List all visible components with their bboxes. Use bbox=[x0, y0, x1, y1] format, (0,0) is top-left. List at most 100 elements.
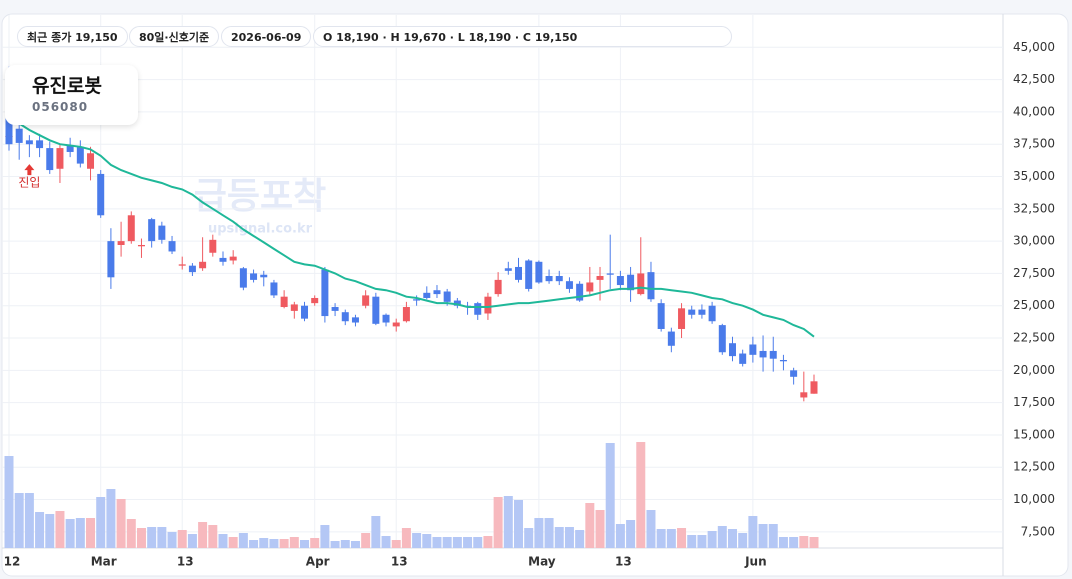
candle-body bbox=[56, 148, 64, 169]
candle-body bbox=[769, 350, 777, 359]
y-tick-label: 20,000 bbox=[1013, 363, 1055, 377]
candle-body bbox=[739, 353, 747, 364]
candle-body bbox=[433, 290, 441, 295]
y-tick-label: 42,500 bbox=[1013, 72, 1055, 86]
candle-body bbox=[270, 282, 278, 296]
candle-body bbox=[66, 145, 74, 152]
candle-body bbox=[290, 304, 298, 311]
volume-bar bbox=[758, 524, 768, 548]
candle-body bbox=[647, 272, 655, 300]
candle-body bbox=[260, 274, 268, 278]
y-tick-label: 40,000 bbox=[1013, 104, 1055, 118]
candle-body bbox=[525, 260, 533, 289]
volume-bar bbox=[249, 540, 259, 548]
volume-bar bbox=[177, 530, 187, 548]
candle-body bbox=[199, 261, 207, 269]
candle-body bbox=[667, 331, 675, 346]
volume-bar bbox=[809, 537, 819, 548]
candle-body bbox=[382, 314, 390, 323]
candle-body bbox=[87, 153, 95, 169]
volume-bar bbox=[350, 541, 360, 548]
candle-body bbox=[504, 268, 512, 271]
volume-bar bbox=[615, 524, 625, 548]
candle-body bbox=[321, 269, 329, 317]
candle-body bbox=[596, 276, 604, 280]
volume-bar bbox=[269, 539, 279, 548]
entry-arrow bbox=[24, 164, 35, 176]
volume-bar bbox=[412, 533, 422, 548]
candle-body bbox=[423, 292, 431, 298]
candle-body bbox=[790, 370, 798, 377]
volume-bar bbox=[626, 520, 636, 548]
candle-body bbox=[515, 266, 522, 280]
candle-body bbox=[219, 257, 227, 262]
x-tick-label: 12 bbox=[4, 555, 21, 569]
candle-body bbox=[800, 392, 808, 398]
candle-body bbox=[565, 281, 573, 289]
y-tick-label: 45,000 bbox=[1013, 40, 1055, 54]
volume-bar bbox=[391, 540, 401, 548]
x-tick-label: May bbox=[528, 555, 556, 569]
y-tick-label: 37,500 bbox=[1013, 137, 1055, 151]
volume-bar bbox=[422, 534, 432, 548]
candle-body bbox=[148, 219, 156, 242]
volume-bar bbox=[463, 537, 473, 548]
candle-body bbox=[280, 296, 288, 308]
candle-body bbox=[698, 309, 706, 315]
watermark-url: upsignal.co.kr bbox=[208, 222, 313, 237]
volume-bar bbox=[371, 516, 381, 548]
volume-bar bbox=[228, 537, 238, 548]
candle-body bbox=[402, 307, 410, 322]
volume-bar bbox=[544, 518, 554, 548]
volume-bar bbox=[116, 499, 126, 548]
candle-body bbox=[311, 297, 319, 304]
candle-body bbox=[25, 140, 33, 145]
y-tick-label: 27,500 bbox=[1013, 266, 1055, 280]
volume-bar bbox=[727, 529, 737, 548]
candle-body bbox=[127, 215, 135, 242]
x-tick-label: 13 bbox=[391, 555, 408, 569]
volume-bar bbox=[677, 528, 687, 548]
candle-body bbox=[117, 241, 125, 245]
x-tick-label: Mar bbox=[91, 555, 117, 569]
volume-bar bbox=[65, 519, 75, 548]
candle-body bbox=[576, 283, 584, 301]
pill: 최근 종가 19,150 bbox=[17, 26, 128, 47]
volume-bar bbox=[4, 456, 14, 548]
candle-body bbox=[209, 239, 217, 253]
volume-bar bbox=[575, 530, 585, 548]
volume-bar bbox=[147, 527, 157, 548]
volume-bar bbox=[697, 535, 707, 548]
volume-bar bbox=[75, 518, 85, 548]
volume-bar bbox=[300, 540, 310, 548]
candle-body bbox=[708, 305, 716, 322]
candle-body bbox=[688, 309, 696, 315]
volume-bar bbox=[636, 442, 646, 548]
candle-body bbox=[555, 276, 563, 282]
volume-bar bbox=[473, 537, 483, 548]
volume-bar bbox=[86, 518, 96, 548]
candle-body bbox=[362, 295, 370, 306]
candle-body bbox=[372, 296, 380, 324]
volume-bar bbox=[799, 536, 809, 548]
candle-body bbox=[728, 343, 736, 357]
candle-body bbox=[453, 300, 461, 306]
candle-body bbox=[810, 381, 818, 394]
stock-code: 056080 bbox=[32, 100, 89, 114]
candle-body bbox=[657, 303, 665, 329]
volume-bar bbox=[666, 529, 676, 548]
volume-bar bbox=[748, 516, 758, 548]
volume-bar bbox=[320, 525, 330, 548]
y-tick-label: 12,500 bbox=[1013, 460, 1055, 474]
volume-bar bbox=[45, 514, 55, 548]
candle-body bbox=[749, 344, 757, 355]
volume-bar bbox=[330, 541, 340, 548]
x-tick-label: Apr bbox=[306, 555, 330, 569]
volume-bar bbox=[493, 497, 503, 548]
candle-body bbox=[97, 173, 105, 216]
moving-average bbox=[8, 116, 815, 338]
candle-body bbox=[158, 225, 166, 240]
candle-body bbox=[168, 241, 176, 252]
x-tick-label: 13 bbox=[615, 555, 632, 569]
volume-bar bbox=[238, 533, 248, 548]
